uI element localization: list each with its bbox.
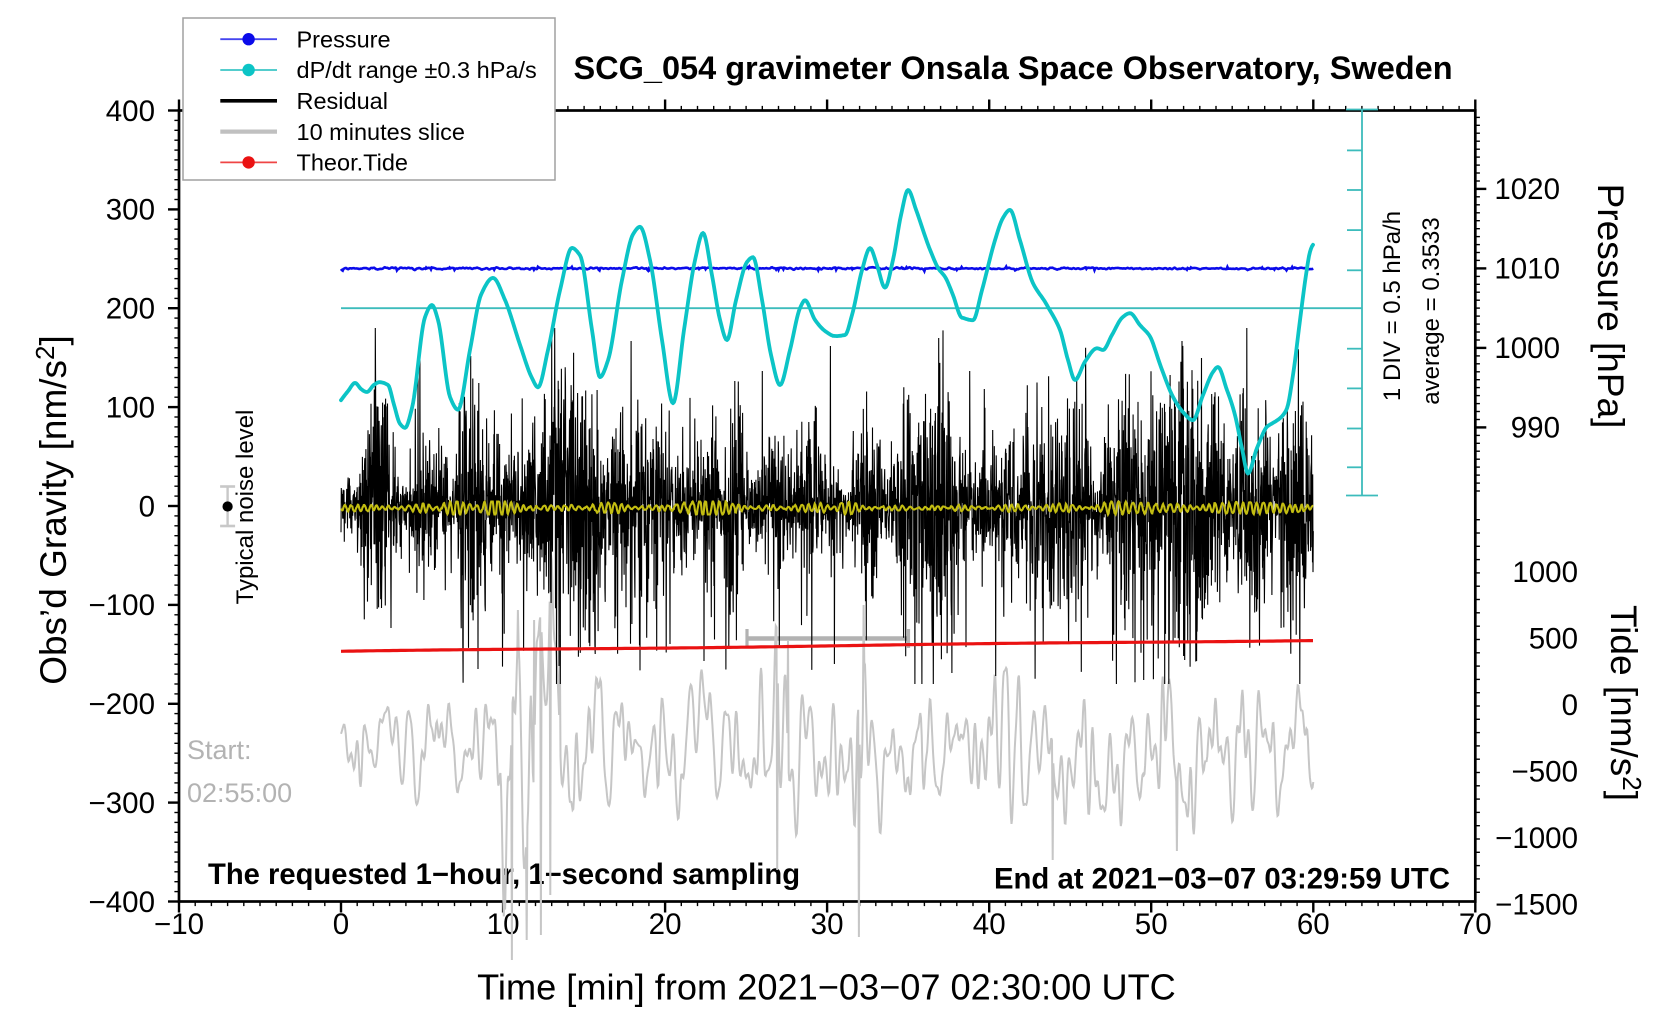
svg-text:−500: −500 (1512, 755, 1578, 788)
svg-text:30: 30 (811, 908, 844, 941)
svg-text:60: 60 (1297, 908, 1330, 941)
svg-text:−10: −10 (154, 908, 204, 941)
svg-text:Tide [nm/s2]: Tide [nm/s2] (1603, 605, 1647, 801)
svg-text:Pressure: Pressure (297, 26, 391, 52)
svg-text:500: 500 (1529, 622, 1578, 655)
svg-text:40: 40 (973, 908, 1006, 941)
svg-text:−300: −300 (89, 787, 155, 820)
svg-text:−100: −100 (89, 589, 155, 622)
svg-text:100: 100 (106, 391, 155, 424)
svg-text:0: 0 (139, 490, 155, 523)
svg-text:−1000: −1000 (1495, 822, 1578, 855)
svg-text:Start:: Start: (187, 735, 252, 765)
svg-text:200: 200 (106, 293, 155, 326)
svg-text:Time [min] from 2021−03−07 02:: Time [min] from 2021−03−07 02:30:00 UTC (477, 967, 1176, 1008)
svg-text:1010: 1010 (1494, 253, 1560, 286)
svg-text:50: 50 (1135, 908, 1168, 941)
svg-text:Theor.Tide: Theor.Tide (297, 150, 408, 176)
svg-text:300: 300 (106, 194, 155, 227)
svg-text:20: 20 (649, 908, 682, 941)
svg-text:dP/dt range ±0.3 hPa/s: dP/dt range ±0.3 hPa/s (297, 57, 537, 83)
svg-text:−1500: −1500 (1495, 888, 1578, 921)
svg-text:1000: 1000 (1494, 332, 1560, 365)
svg-text:Residual: Residual (297, 88, 388, 114)
svg-text:1020: 1020 (1494, 173, 1560, 206)
svg-text:−400: −400 (89, 886, 155, 919)
svg-text:10 minutes slice: 10 minutes slice (297, 119, 466, 145)
svg-text:70: 70 (1459, 908, 1492, 941)
svg-text:Pressure [hPa]: Pressure [hPa] (1590, 184, 1631, 429)
svg-text:0: 0 (333, 908, 349, 941)
svg-text:Obs’d Gravity [nm/s2]: Obs’d Gravity [nm/s2] (30, 335, 74, 685)
svg-text:Typical noise level: Typical noise level (232, 410, 259, 605)
svg-text:average = 0.3533: average = 0.3533 (1418, 217, 1445, 405)
svg-text:−200: −200 (89, 688, 155, 721)
svg-text:990: 990 (1511, 412, 1560, 445)
svg-text:SCG_054 gravimeter Onsala Spac: SCG_054 gravimeter Onsala Space Observat… (573, 50, 1452, 86)
svg-text:02:55:00: 02:55:00 (187, 778, 292, 808)
svg-text:0: 0 (1562, 689, 1578, 722)
svg-text:End at 2021−03−07 03:29:59 UTC: End at 2021−03−07 03:29:59 UTC (994, 863, 1450, 896)
svg-text:1 DIV = 0.5 hPa/h: 1 DIV = 0.5 hPa/h (1379, 211, 1406, 401)
svg-text:1000: 1000 (1512, 556, 1578, 589)
svg-text:400: 400 (106, 95, 155, 128)
